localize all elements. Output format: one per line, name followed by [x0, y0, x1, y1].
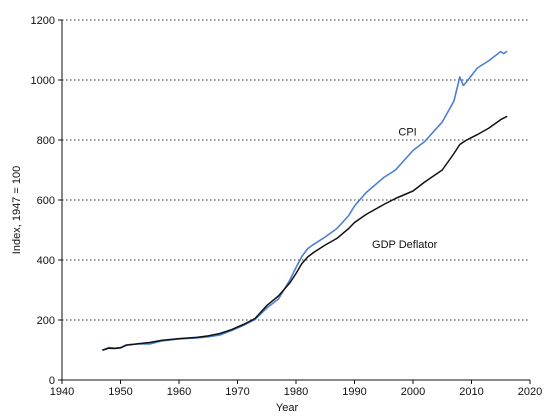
series-lines [102, 50, 508, 351]
axes: 0 200 400 600 800 1000 1200 1940 1950 1960 1970 198… [31, 15, 543, 398]
x-tick-label: 2010 [459, 386, 483, 398]
x-axis-title: Year [276, 402, 299, 414]
y-tick-label: 600 [37, 195, 55, 207]
grid-lines [62, 19, 530, 321]
x-tick-label: 1940 [50, 386, 74, 398]
y-tick-label: 800 [37, 135, 55, 147]
y-tick-label: 400 [37, 255, 55, 267]
x-tick-label: 1990 [342, 386, 366, 398]
x-tick-label: 2020 [518, 386, 542, 398]
labels: CPI GDP Deflator [372, 127, 438, 252]
x-tick-label: 1950 [108, 386, 132, 398]
y-tick-label: 0 [49, 375, 55, 387]
x-tick-label: 1970 [225, 386, 249, 398]
x-tick-label: 1980 [284, 386, 308, 398]
x-tick-label: 1960 [167, 386, 191, 398]
series-line-gdp-deflator [102, 115, 508, 351]
series-label-cpi: CPI [398, 127, 416, 139]
y-tick-label: 1200 [31, 15, 55, 27]
series-label-gdp-deflator: GDP Deflator [372, 239, 438, 251]
series-line-cpi [102, 50, 508, 351]
x-tick-label: 2000 [401, 386, 425, 398]
y-tick-label: 1000 [31, 75, 55, 87]
y-axis-title: Index, 1947 = 100 [11, 166, 23, 254]
y-tick-label: 200 [37, 315, 55, 327]
